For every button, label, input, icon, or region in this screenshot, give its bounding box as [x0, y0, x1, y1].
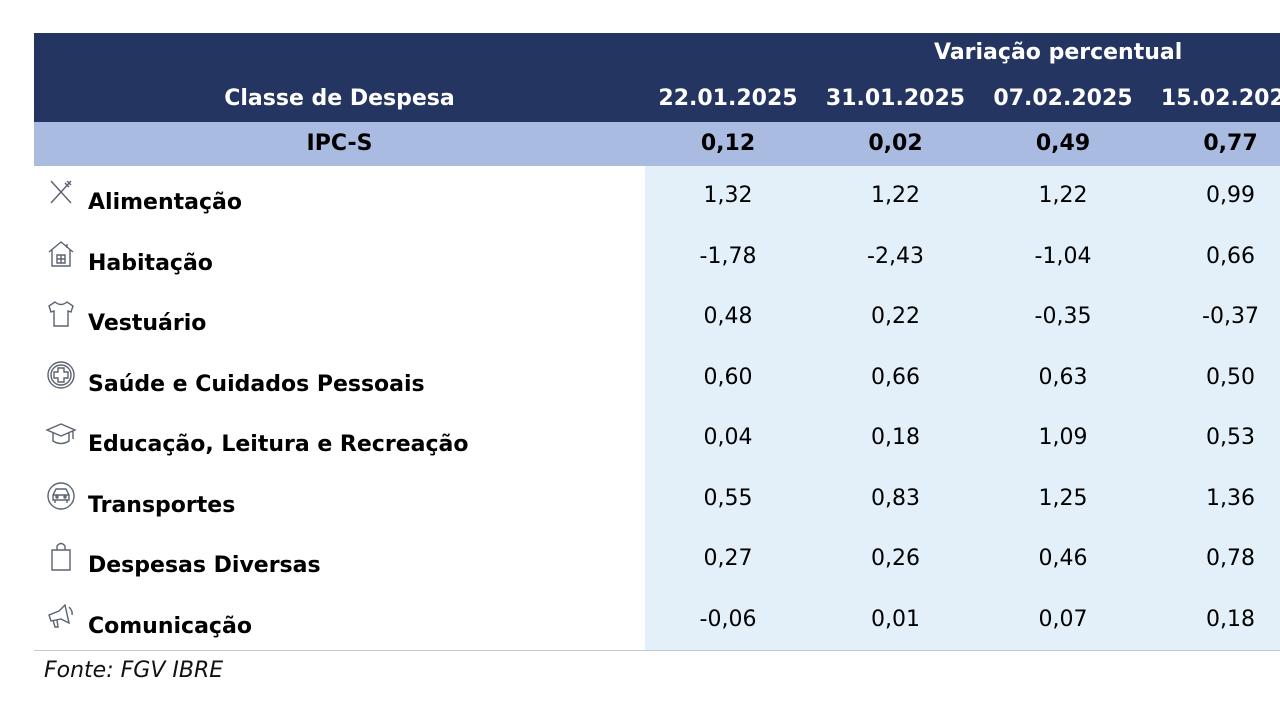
- row-label: Habitação: [88, 250, 213, 276]
- cell-value: 0,27: [703, 546, 753, 571]
- cell-value: 0,66: [1206, 243, 1255, 269]
- bottom-rule: [34, 650, 1280, 651]
- row-label: Despesas Diversas: [88, 553, 321, 578]
- group-header: Variação percentual: [934, 40, 1183, 65]
- date-header: 07.02.2025: [993, 86, 1133, 111]
- row-label: Alimentação: [88, 190, 242, 215]
- cell-value: 0,66: [871, 364, 920, 390]
- cell-value: 0,18: [1206, 606, 1255, 632]
- total-label: IPC-S: [306, 131, 373, 156]
- cell-value: 1,36: [1206, 485, 1255, 511]
- cell-value: 0,63: [1038, 364, 1088, 390]
- date-header: 31.01.2025: [825, 86, 966, 111]
- cell-value: -0,35: [1034, 304, 1092, 329]
- category-icon: [45, 423, 77, 445]
- header-band: [34, 33, 1280, 122]
- cell-value: 1,25: [1038, 485, 1088, 511]
- cell-value: 1,22: [871, 183, 920, 208]
- cell-value: -2,43: [867, 243, 924, 269]
- cell-value: 1,32: [703, 183, 753, 208]
- source-note: Fonte: FGV IBRE: [44, 658, 224, 683]
- cell-value: 0,53: [1206, 425, 1255, 450]
- first-column-header: Classe de Despesa: [224, 86, 455, 111]
- cell-value: 0,07: [1038, 606, 1088, 632]
- cell-value: 1,09: [1038, 425, 1088, 450]
- cell-value: -1,78: [699, 243, 757, 269]
- cell-value: 0,18: [871, 425, 920, 450]
- cell-value: 0,04: [703, 425, 753, 450]
- row-label: Educação, Leitura e Recreação: [88, 432, 469, 457]
- data-background: [645, 166, 1280, 650]
- category-icon: [47, 360, 75, 389]
- row-label: Comunicação: [88, 613, 252, 639]
- cell-value: -0,06: [699, 606, 757, 632]
- cell-value: 0,78: [1206, 546, 1255, 571]
- date-header: 22.01.2025: [658, 86, 798, 111]
- cell-value: 0,55: [703, 485, 753, 511]
- total-value: 0,02: [868, 131, 923, 156]
- total-value: 0,77: [1203, 131, 1258, 156]
- total-band: [34, 122, 1280, 166]
- cell-value: 1,22: [1038, 183, 1088, 208]
- cell-value: -1,04: [1034, 243, 1092, 269]
- date-header: 15.02.2025: [1160, 86, 1280, 111]
- category-icon: [47, 481, 75, 510]
- category-icon: [48, 240, 74, 267]
- category-icon: [48, 301, 74, 327]
- row-label: Vestuário: [88, 311, 207, 336]
- cell-value: 0,60: [703, 364, 753, 390]
- cell-value: 0,46: [1038, 546, 1088, 571]
- cell-value: 0,50: [1206, 364, 1255, 390]
- cell-value: 0,01: [871, 606, 920, 632]
- row-label: Transportes: [88, 492, 236, 518]
- category-icon: [50, 180, 72, 204]
- row-label: Saúde e Cuidados Pessoais: [88, 371, 425, 397]
- category-icon: [51, 542, 71, 571]
- cell-value: 0,26: [871, 546, 920, 571]
- cell-value: -0,37: [1202, 304, 1259, 329]
- category-icon: [48, 603, 73, 628]
- cell-value: 0,22: [871, 304, 920, 329]
- total-value: 0,12: [700, 131, 756, 156]
- cell-value: 0,99: [1206, 183, 1255, 208]
- total-value: 0,49: [1035, 131, 1091, 156]
- cell-value: 0,83: [871, 485, 920, 511]
- cell-value: 0,48: [703, 304, 753, 329]
